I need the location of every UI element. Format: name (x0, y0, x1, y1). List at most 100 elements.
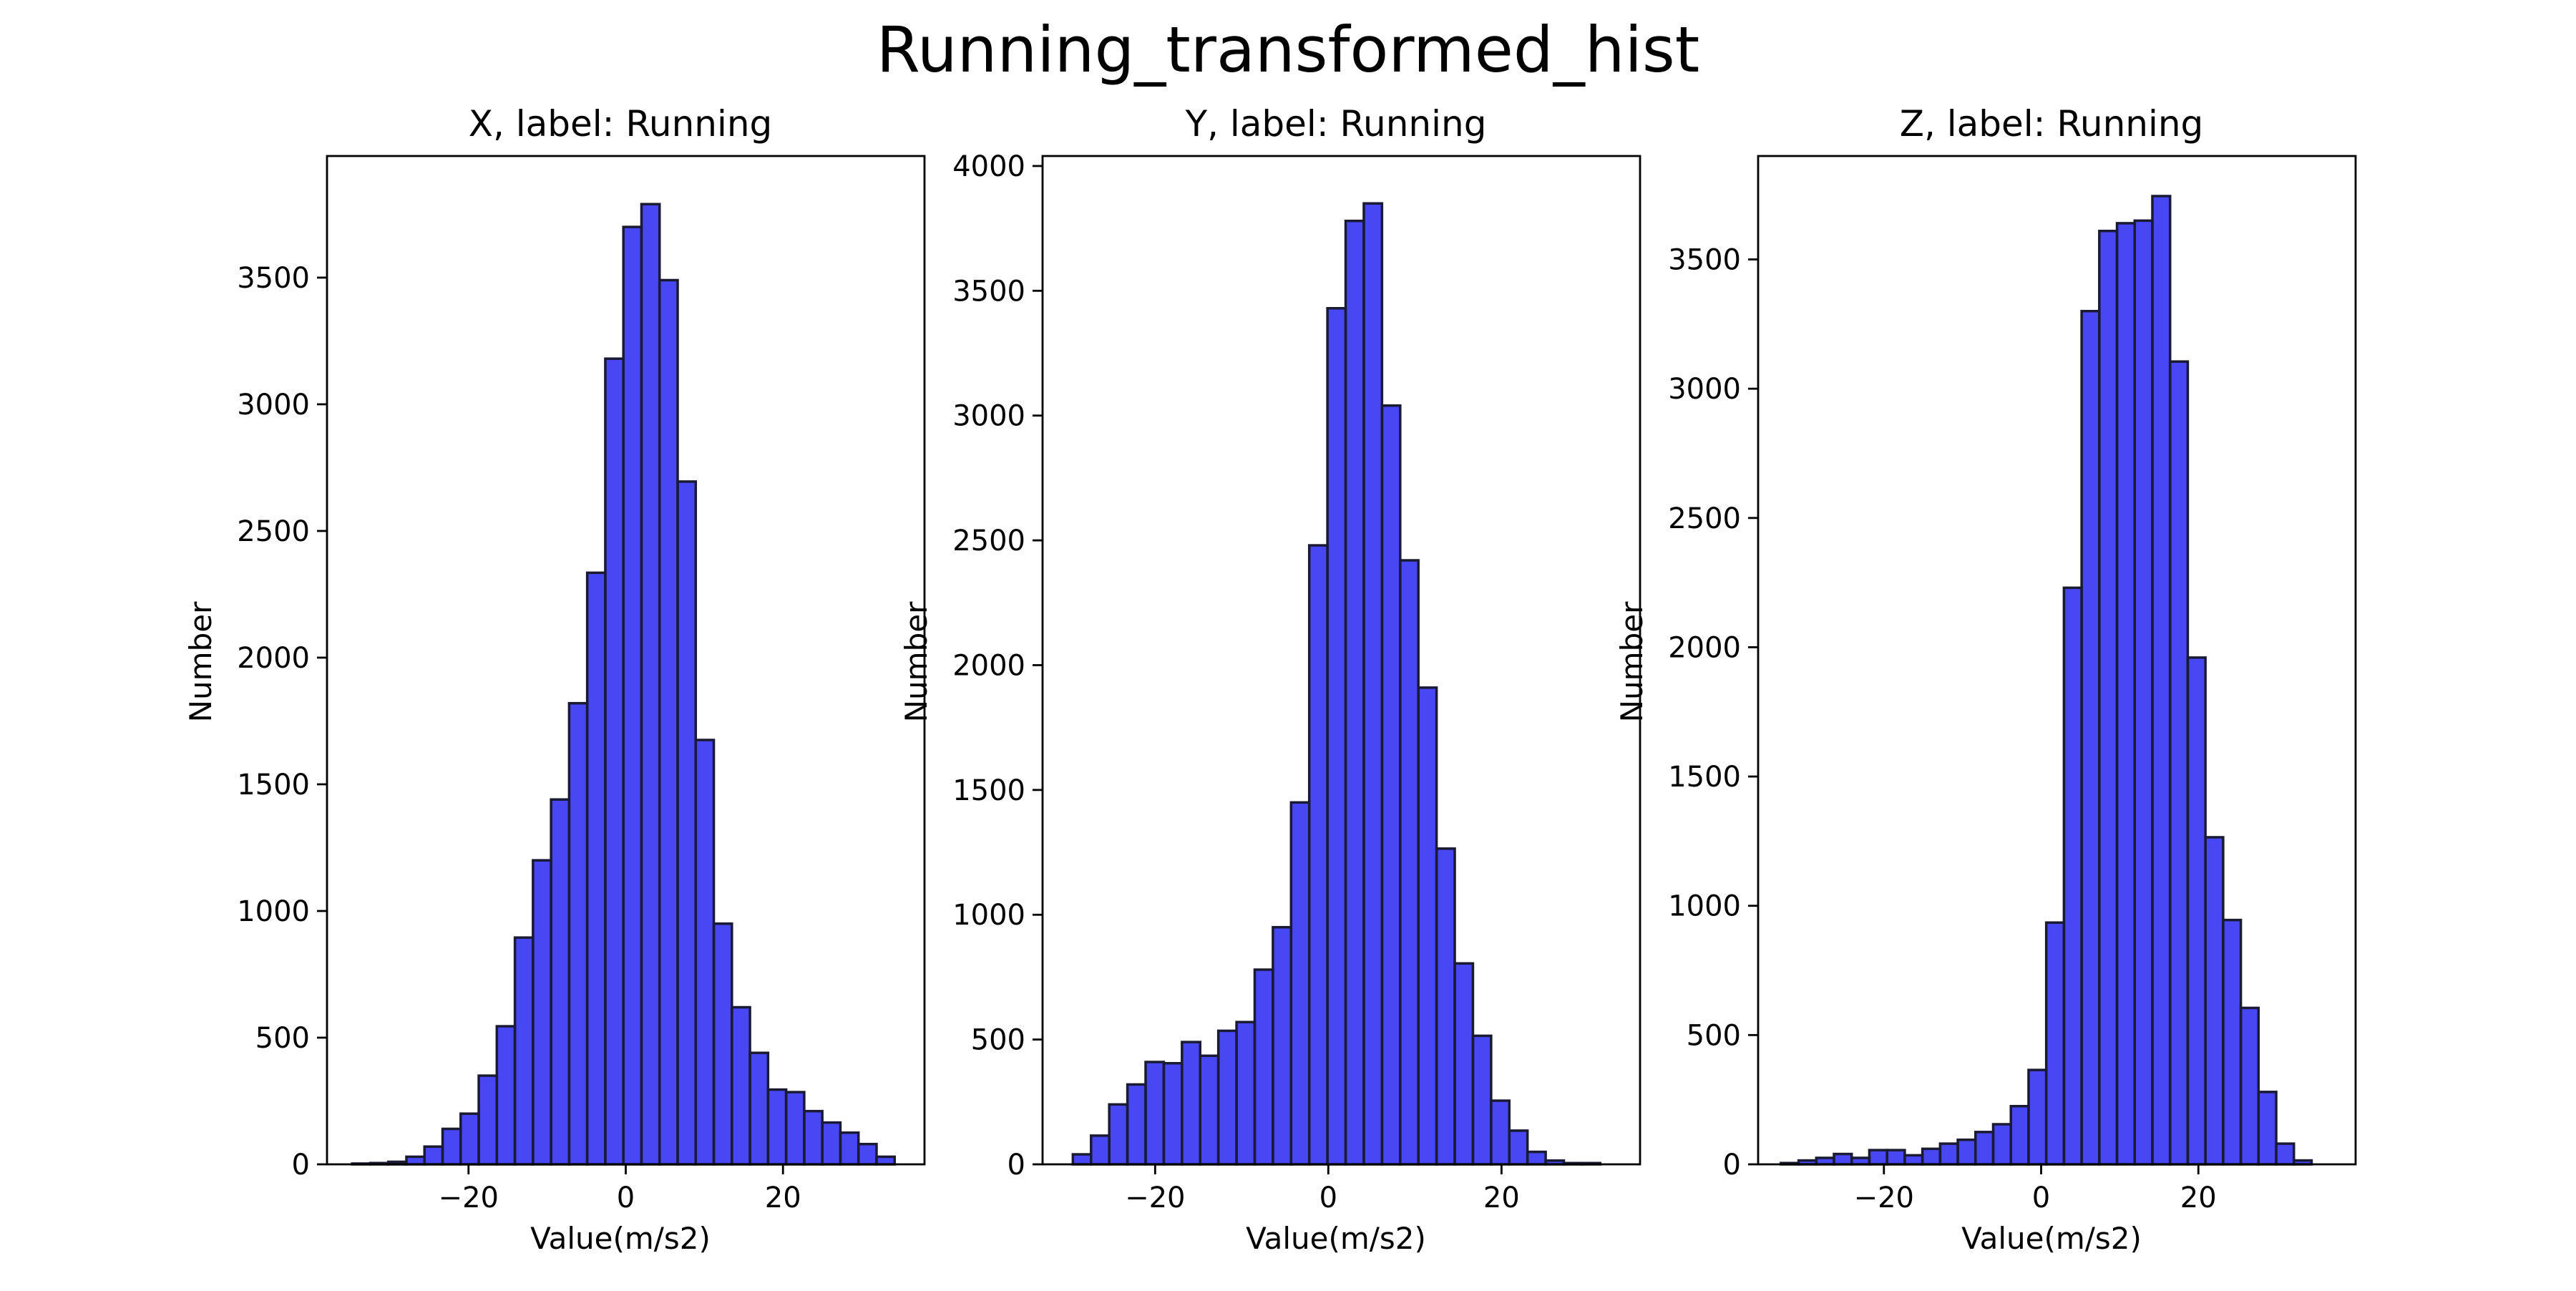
panel-y-ytick-label: 2000 (952, 649, 1025, 682)
panel-y-bar (1253, 968, 1274, 1166)
panel-y-bar (1508, 1129, 1529, 1166)
panel-z-bar (1885, 1149, 1906, 1166)
panel-x-ytick-label: 3500 (237, 262, 310, 295)
panel-x-ytick-label: 0 (292, 1149, 310, 1182)
panel-y-ylabel: Number (899, 601, 934, 722)
panel-z-bar (2168, 360, 2190, 1166)
panel-z: Z, label: Running Value(m/s2) Number −20… (1614, 103, 2357, 1256)
panel-y-bar (1490, 1099, 1511, 1166)
panel-z-bar (2098, 230, 2119, 1166)
panel-y-bar (1362, 202, 1384, 1166)
figure-title: Running_transformed_hist (877, 13, 1700, 87)
panel-y: Y, label: Running Value(m/s2) Number −20… (899, 103, 1641, 1256)
panel-z-bar (2027, 1068, 2048, 1166)
panel-y-xlabel: Value(m/s2) (1246, 1221, 1426, 1256)
panel-z-bar (2239, 1006, 2260, 1166)
panel-z-bar (1903, 1154, 1924, 1166)
panel-x-bar (875, 1155, 896, 1166)
panel-y-bar (1216, 1029, 1238, 1166)
panel-z-bar (2275, 1142, 2296, 1166)
panel-y-bar (1162, 1062, 1184, 1166)
panel-z-ytick-label: 500 (1687, 1019, 1741, 1052)
panel-z-ylabel: Number (1614, 601, 1649, 722)
panel-x-ytick-label: 3000 (237, 389, 310, 422)
panel-y-bar (1435, 847, 1456, 1166)
panel-y-title: Y, label: Running (1185, 103, 1487, 145)
panel-y-ytick-label: 4000 (952, 150, 1025, 183)
panel-z-ytick-label: 1500 (1668, 761, 1741, 794)
panel-y-axes-frame (1041, 155, 1641, 1166)
panel-x-bar (694, 739, 716, 1166)
panel-z-ytick-label: 2000 (1668, 631, 1741, 664)
panel-x-bar (622, 225, 643, 1166)
panel-y-bar (1380, 404, 1402, 1166)
panel-x-bar (405, 1155, 426, 1166)
panel-y-bar (1417, 686, 1438, 1166)
panel-y-bar (1526, 1150, 1547, 1166)
panel-z-bar (2151, 195, 2172, 1166)
panel-x-bar (567, 701, 589, 1166)
panel-y-bar (1126, 1083, 1147, 1166)
panel-y-ytick-label: 0 (1008, 1149, 1025, 1182)
panel-x-bar (513, 936, 535, 1166)
panel-z-bar (2133, 219, 2154, 1166)
panel-x-bar (766, 1088, 788, 1166)
panel-z-bar (1991, 1123, 2012, 1166)
panel-z-bar (1833, 1152, 1853, 1166)
panel-z-bar (2044, 921, 2066, 1166)
panel-y-bar (1307, 544, 1329, 1166)
panel-y-bar (1471, 1034, 1493, 1166)
panel-z-bars (1780, 195, 2313, 1166)
panel-x-bar (423, 1145, 444, 1166)
panel-x-bar (495, 1025, 517, 1166)
panel-x-bar (712, 922, 733, 1166)
panel-x-xtick-label: 0 (617, 1182, 635, 1214)
panel-z-title: Z, label: Running (1900, 103, 2204, 145)
panel-x-ytick-label: 1500 (237, 769, 310, 802)
panel-x-bars (351, 203, 896, 1166)
panel-y-bar (1326, 307, 1347, 1166)
panel-z-bar (1921, 1147, 1942, 1166)
panel-y-ytick-label: 1000 (952, 899, 1025, 932)
panel-x-xlabel: Value(m/s2) (530, 1221, 711, 1256)
panel-z-bar (2115, 222, 2137, 1166)
panel-x-bar (731, 1005, 751, 1166)
panel-y-xtick-label: 20 (1483, 1182, 1520, 1214)
panel-y-bar (1272, 925, 1293, 1166)
panel-z-ytick-label: 2500 (1668, 502, 1741, 535)
panel-x-bar (658, 278, 679, 1166)
panel-z-bar (2009, 1104, 2030, 1166)
panel-z-bar (1974, 1131, 1995, 1166)
panel-x-bar (821, 1121, 842, 1166)
panel-x-xtick-label: −20 (439, 1182, 499, 1214)
panel-z-ytick-label: 1000 (1668, 890, 1741, 923)
panel-z-xtick-label: 20 (2180, 1182, 2217, 1214)
panel-y-bar (1289, 801, 1311, 1166)
panel-x-title: X, label: Running (469, 103, 773, 145)
panel-y-bar (1399, 559, 1420, 1166)
panel-y-xtick-label: −20 (1125, 1182, 1185, 1214)
panel-z-bar (1956, 1138, 1977, 1166)
panel-y-ytick-label: 3500 (952, 275, 1025, 308)
panel-y-ytick-label: 1500 (952, 774, 1025, 807)
panel-z-ytick-label: 3000 (1668, 373, 1741, 406)
panel-z-xtick-label: 0 (2032, 1182, 2050, 1214)
panel-z-bar (2186, 656, 2207, 1166)
panel-z-bar (2257, 1091, 2278, 1166)
panel-x-bar (784, 1091, 806, 1166)
panel-x-bar (604, 357, 625, 1166)
panel-y-bar (1453, 962, 1475, 1166)
panel-x-ytick-label: 1000 (237, 895, 310, 928)
panel-z-bar (2062, 586, 2083, 1166)
panel-z-bar (1938, 1142, 1959, 1166)
panel-z-bar (2222, 918, 2243, 1166)
panel-x-ytick-label: 500 (255, 1022, 310, 1055)
panel-z-axes-frame (1757, 155, 2357, 1166)
panel-x-bar (459, 1112, 480, 1166)
panel-x-bar (532, 859, 552, 1166)
panel-y-bar (1090, 1134, 1111, 1166)
panel-y-bar (1108, 1103, 1129, 1166)
panel-z-bar (2080, 310, 2101, 1166)
panel-x-xtick-label: 20 (765, 1182, 801, 1214)
